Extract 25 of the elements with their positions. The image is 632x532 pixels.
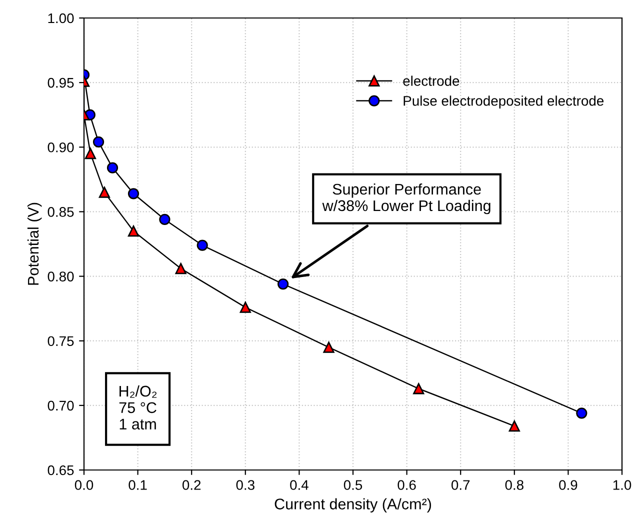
x-tick-label: 0.1: [128, 480, 147, 490]
y-tick-label: 1.00: [48, 13, 74, 24]
x-tick-label: 0.4: [290, 480, 308, 490]
y-tick-label: 0.90: [48, 142, 74, 152]
annotation: H₂/O₂ 75 °C 1 atm: [119, 385, 157, 430]
x-tick-label: 0.2: [182, 480, 201, 490]
y-axis-title: Potential (V): [27, 202, 42, 285]
legend-label: Pulse electrodeposited electrode: [404, 96, 604, 109]
annotation: Superior Performance w/38% Lower Pt Loading: [322, 183, 490, 214]
y-tick-label: 0.65: [48, 465, 74, 476]
legend-label: electrode: [403, 76, 460, 86]
x-tick-label: 0.7: [451, 480, 470, 490]
x-tick-label: 0.5: [344, 480, 362, 490]
y-tick-label: 0.75: [48, 336, 74, 346]
y-tick-label: 0.70: [48, 400, 74, 411]
y-tick-label: 0.95: [48, 78, 74, 88]
y-tick-label: 0.85: [48, 207, 74, 217]
x-tick-label: 0.3: [236, 480, 254, 490]
x-axis-title: Current density (A/cm²): [274, 498, 432, 512]
x-tick-label: 0.9: [559, 480, 578, 490]
y-tick-label: 0.80: [48, 272, 74, 282]
x-tick-label: 0.0: [74, 480, 94, 490]
x-tick-label: 0.6: [398, 480, 416, 490]
x-tick-label: 0.8: [505, 480, 524, 490]
x-tick-label: 1.0: [613, 480, 632, 490]
